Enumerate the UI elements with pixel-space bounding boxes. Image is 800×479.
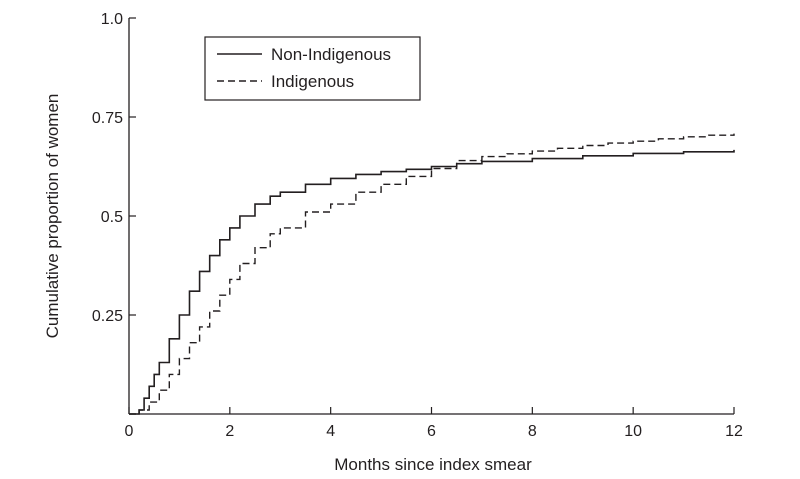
axes: 0 2 4 6 8 10 12 0.25 0.5 0.75 1.0: [92, 11, 743, 440]
legend-box: [204, 36, 421, 101]
y-tick-label: 0.75: [92, 110, 123, 127]
y-tick-label: 0.5: [101, 209, 123, 226]
y-axis-label: Cumulative proportion of women: [43, 94, 62, 339]
x-tick-label: 0: [125, 423, 134, 440]
series-line-indigenous: [129, 133, 735, 415]
y-tick-label: 1.0: [101, 11, 123, 28]
x-tick-label: 2: [225, 423, 234, 440]
legend: Non-Indigenous Indigenous: [204, 36, 421, 101]
series-group: [129, 133, 735, 415]
x-axis-label: Months since index smear: [334, 455, 532, 474]
series-line-non-indigenous: [129, 149, 735, 415]
y-tick-label: 0.25: [92, 308, 123, 325]
x-tick-label: 12: [725, 423, 743, 440]
x-tick-label: 10: [624, 423, 642, 440]
legend-label-non-indigenous: Non-Indigenous: [271, 45, 391, 64]
legend-label-indigenous: Indigenous: [271, 72, 354, 91]
x-tick-label: 4: [326, 423, 335, 440]
x-tick-label: 6: [427, 423, 436, 440]
x-tick-label: 8: [528, 423, 537, 440]
